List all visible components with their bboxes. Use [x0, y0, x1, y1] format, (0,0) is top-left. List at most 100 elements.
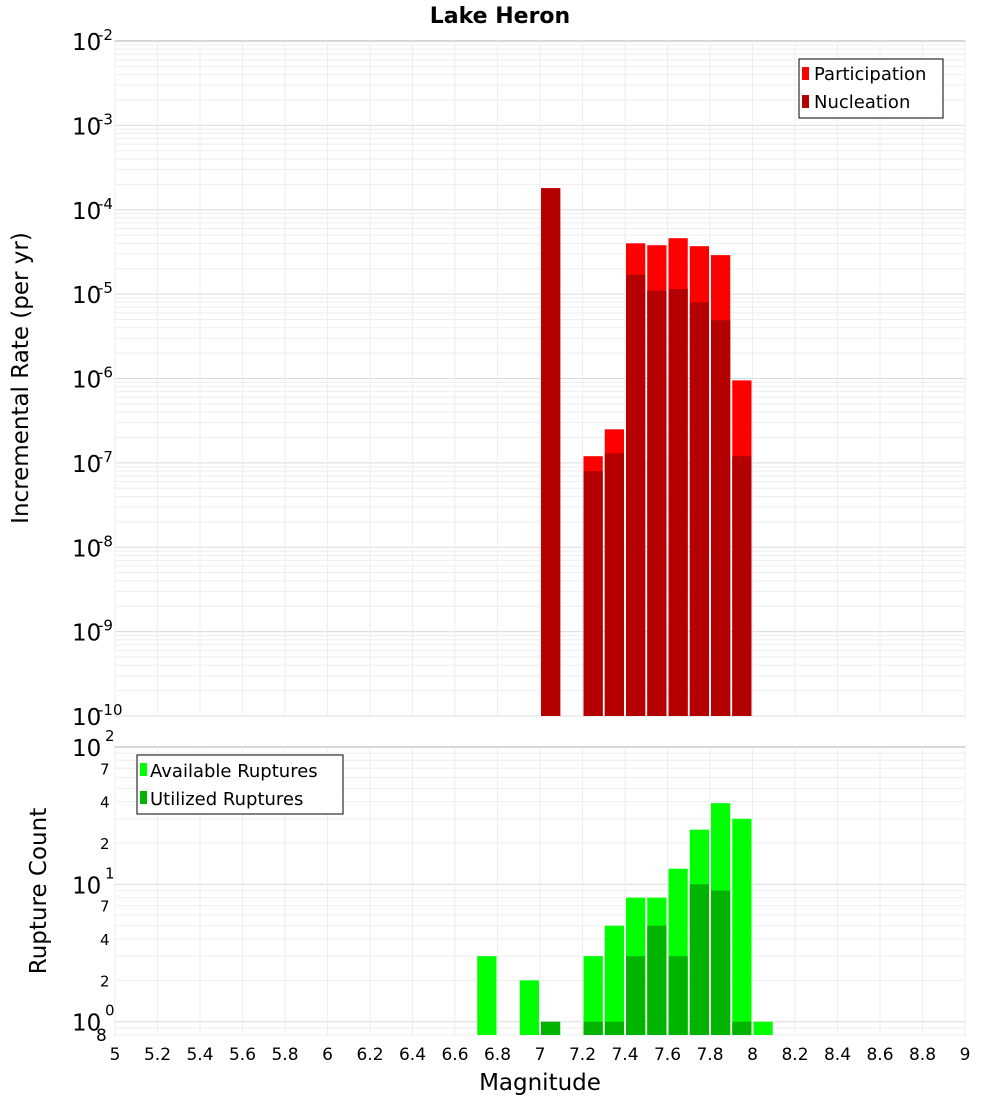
top-y-tick-label: 10: [72, 283, 101, 309]
legend-label-participation: Participation: [814, 64, 926, 85]
bottom-y-minor-tick-label: 7: [100, 760, 110, 778]
x-tick-label: 6.8: [484, 1045, 511, 1065]
utilized-ruptures-bar: [668, 956, 688, 1035]
top-y-tick-exponent: -6: [98, 364, 113, 382]
bottom-y-tick-label: 10: [72, 736, 101, 762]
chart-title: Lake Heron: [430, 4, 570, 29]
bottom-y-minor-tick-label: 7: [100, 898, 110, 916]
top-y-tick-label: 10: [72, 114, 101, 140]
bottom-y-minor-tick-label: 4: [100, 931, 110, 949]
legend-swatch-nucleation: [802, 95, 809, 108]
x-tick-label: 8: [747, 1045, 758, 1065]
x-tick-label: 8.8: [909, 1045, 936, 1065]
x-tick-label: 5.4: [186, 1045, 213, 1065]
utilized-ruptures-bar: [689, 884, 709, 1035]
x-tick-label: 6.6: [441, 1045, 468, 1065]
available-ruptures-bar: [753, 1021, 773, 1035]
top-y-tick-label: 10: [72, 705, 101, 731]
available-ruptures-bar: [477, 956, 497, 1035]
utilized-ruptures-bar: [647, 925, 667, 1035]
bottom-y-minor-tick-label: 8: [96, 1026, 107, 1046]
bottom-y-tick-exponent: 0: [105, 1002, 115, 1020]
x-tick-label: 5.8: [271, 1045, 298, 1065]
top-y-tick-exponent: -3: [98, 110, 113, 128]
top-y-tick-label: 10: [72, 452, 101, 478]
bottom-legend: Available Ruptures Utilized Ruptures: [136, 754, 344, 815]
x-axis-label: Magnitude: [479, 1070, 601, 1096]
bottom-y-axis-label: Rupture Count: [26, 808, 52, 974]
nucleation-bar: [668, 289, 688, 716]
top-y-axis-label: Incremental Rate (per yr): [8, 232, 34, 524]
x-tick-label: 9: [960, 1045, 971, 1065]
top-gridlines: [114, 41, 966, 717]
nucleation-bar: [647, 290, 667, 716]
available-ruptures-bar: [604, 925, 624, 1035]
utilized-ruptures-bar: [541, 1021, 561, 1035]
x-tick-label: 7.4: [611, 1045, 638, 1065]
x-tick-label: 7.8: [696, 1045, 723, 1065]
available-ruptures-bar: [519, 980, 539, 1035]
top-y-tick-exponent: -7: [98, 448, 113, 466]
available-ruptures-bar: [583, 956, 603, 1035]
top-legend-box: [798, 58, 944, 119]
bottom-y-minor-tick-label: 2: [100, 972, 110, 990]
legend-label-nucleation: Nucleation: [814, 92, 910, 113]
nucleation-bar: [583, 471, 603, 716]
x-tick-label: 8.2: [781, 1045, 808, 1065]
x-tick-label: 6.2: [356, 1045, 383, 1065]
bottom-legend-box: [136, 754, 344, 815]
x-tick-label: 7.6: [654, 1045, 681, 1065]
x-tick-label: 5: [110, 1045, 121, 1065]
bottom-y-minor-tick-label: 4: [100, 794, 110, 812]
top-y-tick-label: 10: [72, 536, 101, 562]
top-y-tick-exponent: -10: [98, 701, 123, 719]
top-y-tick-labels: 10-210-310-410-510-610-710-810-910-10: [72, 26, 123, 731]
nucleation-bar: [732, 456, 752, 716]
nucleation-bar: [541, 188, 561, 717]
available-ruptures-bar: [732, 818, 752, 1035]
nucleation-bar: [711, 320, 731, 716]
top-bars: [541, 188, 752, 717]
top-y-tick-exponent: -9: [98, 617, 113, 635]
top-y-tick-label: 10: [72, 368, 101, 394]
x-tick-label: 6.4: [399, 1045, 426, 1065]
x-tick-label: 8.4: [824, 1045, 851, 1065]
top-y-tick-exponent: -8: [98, 532, 113, 550]
x-tick-label: 8.6: [866, 1045, 893, 1065]
top-y-tick-label: 10: [72, 199, 101, 225]
top-y-tick-exponent: -4: [98, 195, 113, 213]
bottom-y-tick-label: 10: [72, 1011, 101, 1037]
bottom-y-tick-exponent: 1: [105, 864, 115, 882]
bottom-gridlines: [114, 747, 966, 1036]
x-tick-label: 5.2: [144, 1045, 171, 1065]
utilized-ruptures-bar: [626, 956, 646, 1035]
x-tick-labels: 5 5.2 5.4 5.6 5.8 6 6.2 6.4 6.6 6.8 7 7.2 7.4 7.6 7.8 8…: [110, 1045, 971, 1065]
top-y-tick-label: 10: [72, 621, 101, 647]
bottom-y-minor-tick-label: 2: [100, 835, 110, 853]
utilized-ruptures-bar: [711, 890, 731, 1035]
participation-nucleation-panel: 10-210-310-410-510-610-710-810-910-10 In…: [8, 26, 966, 731]
legend-swatch-available: [140, 763, 147, 776]
utilized-ruptures-bar: [604, 1021, 624, 1035]
top-legend: Participation Nucleation: [798, 58, 944, 119]
legend-label-utilized: Utilized Ruptures: [150, 789, 303, 810]
bottom-y-tick-label: 10: [72, 873, 101, 899]
x-tick-label: 6: [322, 1045, 333, 1065]
nucleation-bar: [604, 453, 624, 716]
legend-swatch-participation: [802, 67, 809, 80]
utilized-ruptures-bar: [583, 1021, 603, 1035]
nucleation-bar: [689, 302, 709, 716]
x-tick-label: 7.2: [569, 1045, 596, 1065]
bottom-y-tick-exponent: 2: [105, 727, 115, 745]
legend-label-available: Available Ruptures: [150, 761, 318, 782]
top-y-tick-exponent: -2: [98, 26, 113, 44]
x-tick-label: 5.6: [229, 1045, 256, 1065]
top-y-tick-label: 10: [72, 30, 101, 56]
nucleation-bar: [626, 274, 646, 716]
top-y-tick-exponent: -5: [98, 279, 113, 297]
legend-swatch-utilized: [140, 791, 147, 804]
x-tick-label: 7: [535, 1045, 546, 1065]
